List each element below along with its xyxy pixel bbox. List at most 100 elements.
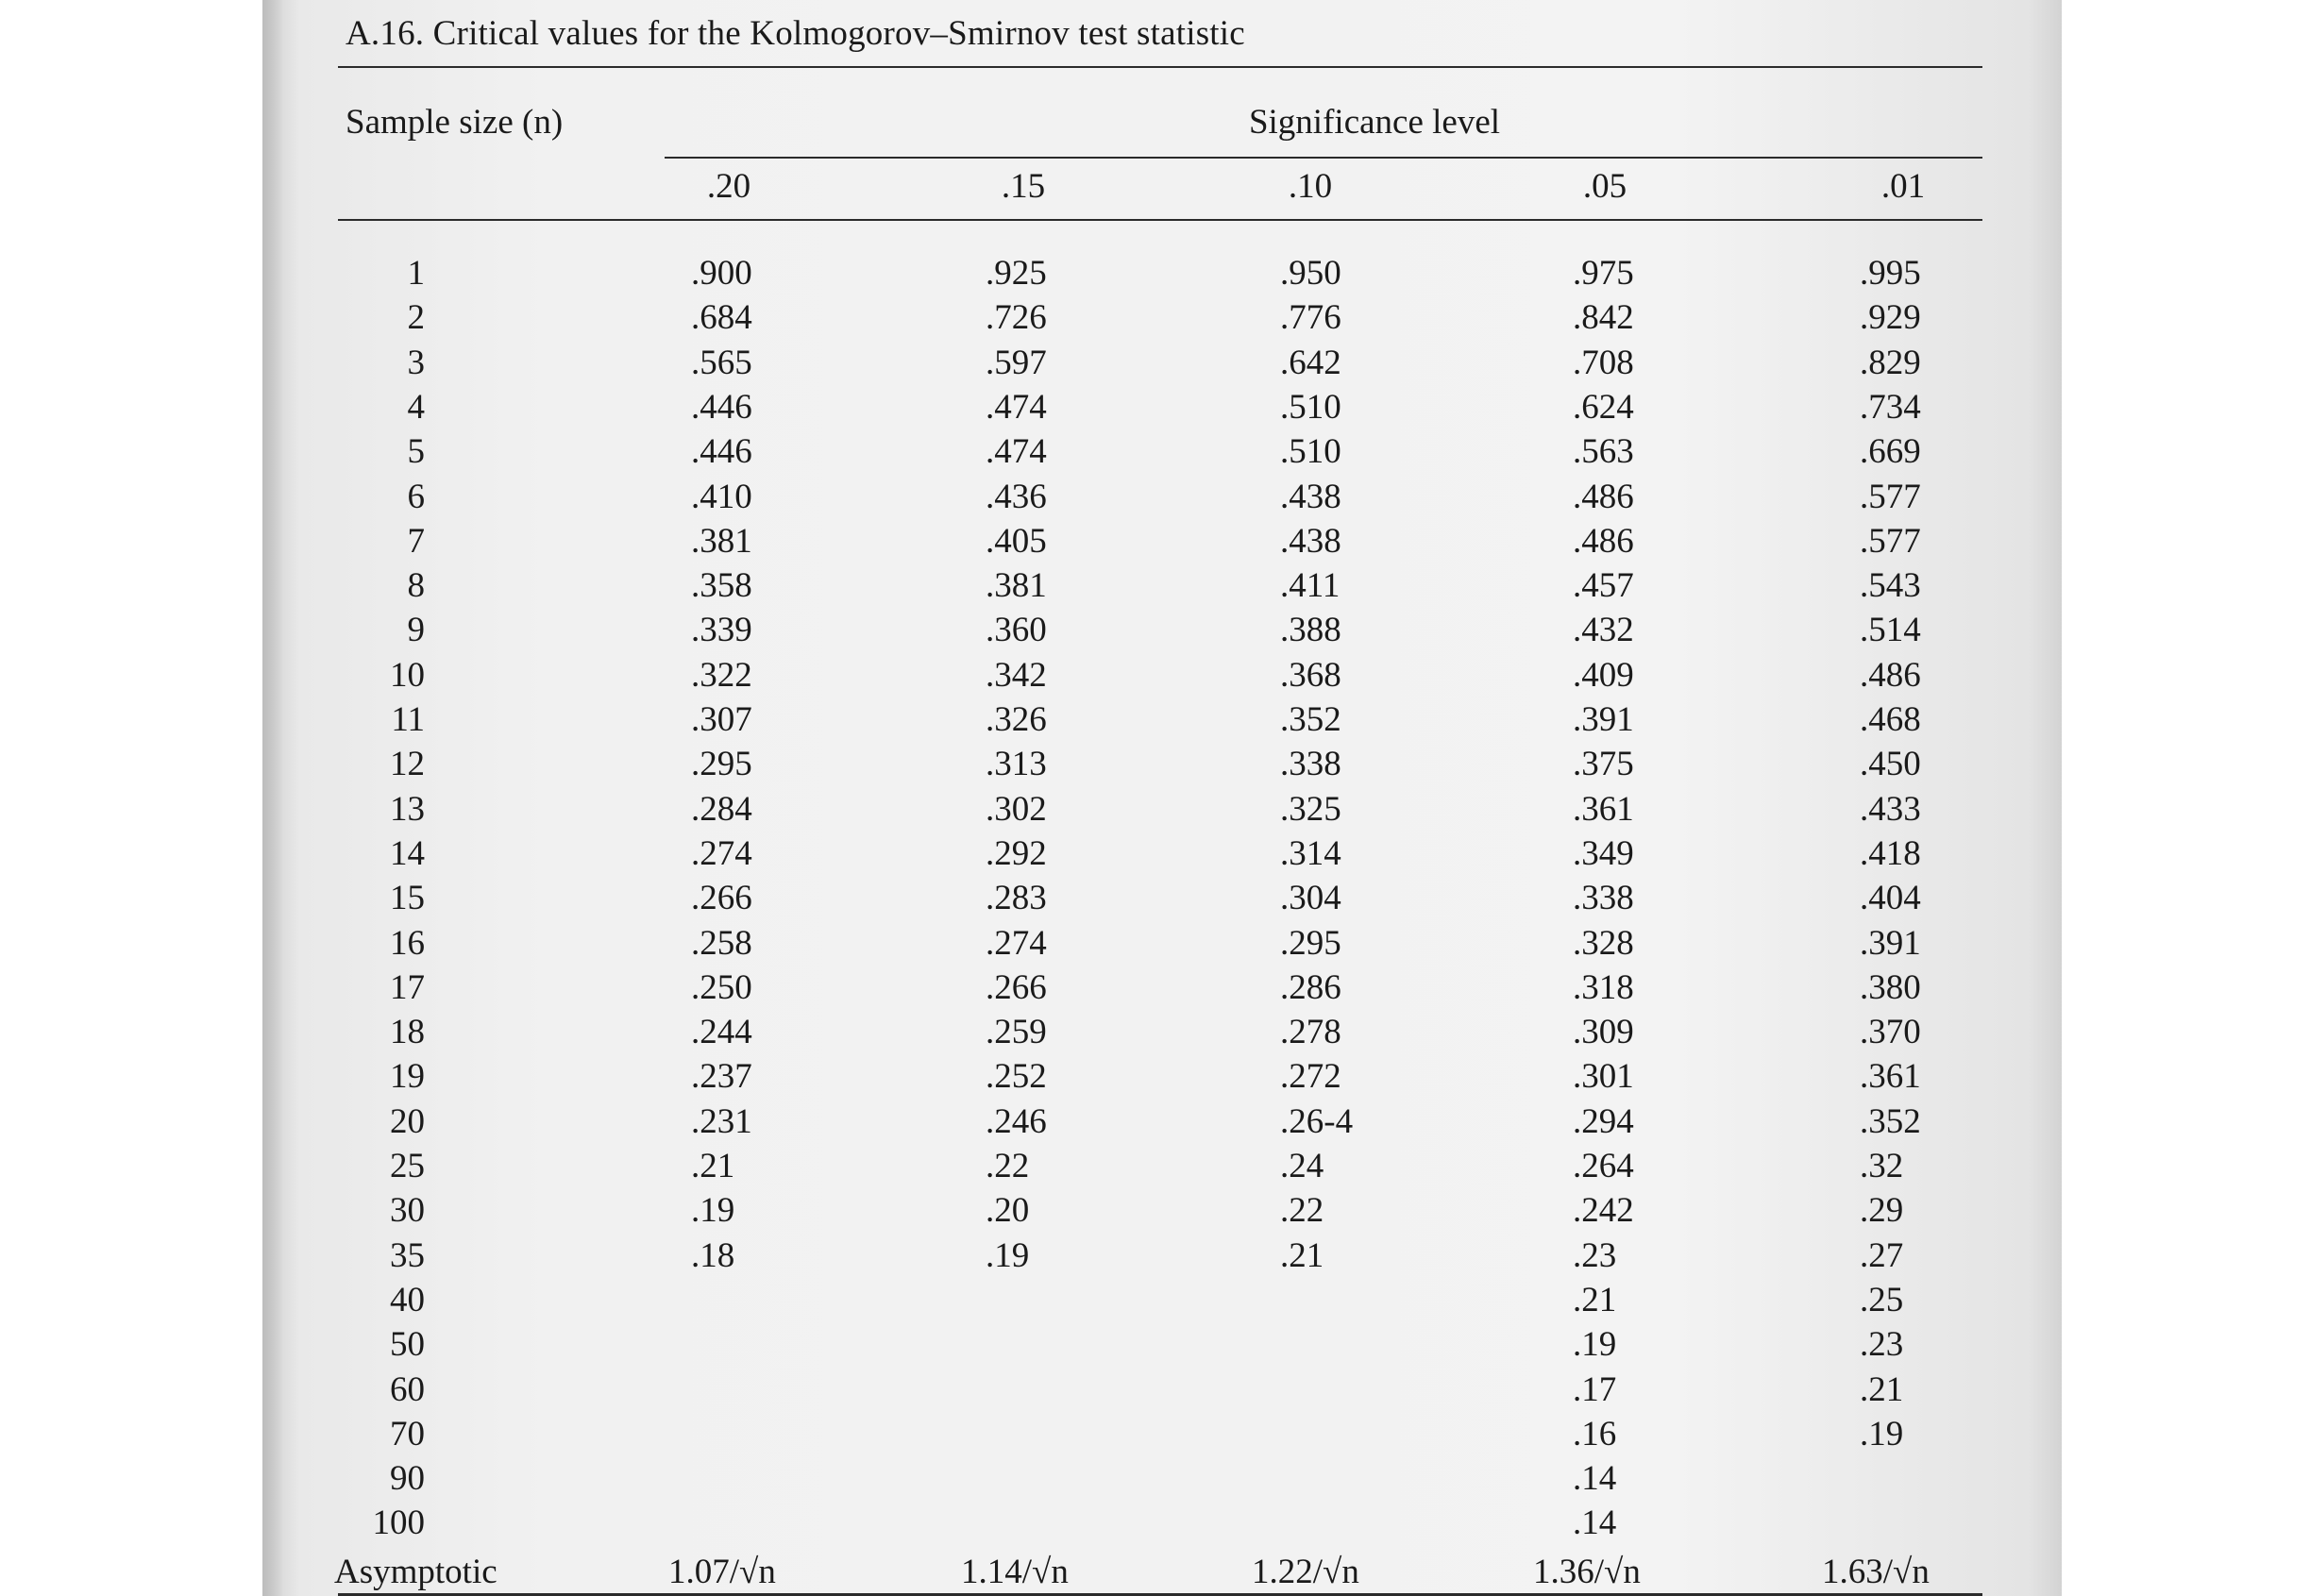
critical-value-cell: .19	[1573, 1325, 1617, 1365]
table-row: 1 .900 .925 .950 .975 .995	[338, 253, 1982, 297]
critical-value-cell: .338	[1573, 879, 1634, 918]
table-row: 11 .307 .326 .352 .391 .468	[338, 699, 1982, 744]
column-header-level: .01	[1880, 167, 1926, 206]
sample-size-cell: 30	[390, 1191, 425, 1231]
critical-value-cell: .391	[1860, 923, 1921, 963]
critical-value-cell: .352	[1280, 700, 1341, 739]
critical-value-cell: .19	[691, 1191, 735, 1231]
asymptotic-value-cell: 1.36/√n	[1533, 1552, 1641, 1591]
sample-size-cell: 13	[390, 789, 425, 829]
table-row: 14 .274 .292 .314 .349 .418	[338, 833, 1982, 878]
critical-value-cell: .669	[1860, 432, 1921, 472]
critical-value-cell: .326	[986, 700, 1047, 739]
critical-value-cell: .577	[1860, 521, 1921, 561]
critical-value-cell: .342	[986, 655, 1047, 695]
table-row: 18 .244 .259 .278 .309 .370	[338, 1012, 1982, 1056]
critical-value-cell: .446	[691, 432, 752, 472]
critical-value-cell: .302	[986, 789, 1047, 829]
critical-value-cell: .380	[1860, 967, 1921, 1007]
sample-size-header: Sample size (n)	[346, 103, 564, 142]
critical-value-cell: .432	[1573, 611, 1634, 650]
table-row: 100.14	[338, 1503, 1982, 1547]
critical-value-cell: .231	[691, 1101, 752, 1141]
table-row: 17 .250 .266 .286 .318 .380	[338, 967, 1982, 1012]
critical-value-cell: .950	[1280, 254, 1341, 293]
column-header-level: .20	[706, 167, 751, 206]
critical-value-cell: .370	[1860, 1013, 1921, 1052]
critical-value-cell: .286	[1280, 967, 1341, 1007]
critical-value-cell: .361	[1860, 1057, 1921, 1097]
critical-value-cell: .23	[1573, 1235, 1617, 1275]
critical-value-cell: .361	[1573, 789, 1634, 829]
critical-value-cell: .433	[1860, 789, 1921, 829]
critical-value-cell: .274	[691, 833, 752, 873]
critical-value-cell: .24	[1280, 1147, 1324, 1185]
table-page: A.16. Critical values for the Kolmogorov…	[334, 0, 1982, 1596]
page-edge-shadow	[262, 0, 283, 1596]
critical-value-cell: .734	[1860, 387, 1921, 427]
critical-value-cell: .391	[1573, 700, 1634, 739]
critical-value-cell: .294	[1573, 1101, 1634, 1141]
critical-value-cell: .995	[1860, 254, 1921, 293]
asymptotic-value-cell: 1.14/√n	[961, 1552, 1069, 1591]
critical-value-cell: .468	[1860, 700, 1921, 739]
sample-size-cell: 6	[407, 477, 426, 516]
critical-value-cell: .295	[691, 745, 752, 784]
asymptotic-label: Asymptotic	[334, 1552, 497, 1591]
sample-size-cell: 16	[390, 923, 425, 963]
table-title: A.16. Critical values for the Kolmogorov…	[346, 14, 1245, 53]
critical-value-cell: .27	[1860, 1235, 1904, 1275]
critical-value-cell: .274	[986, 923, 1047, 963]
sample-size-cell: 14	[390, 833, 425, 873]
table-row: 13 .284 .302 .325 .361 .433	[338, 789, 1982, 833]
significance-level-header: Significance level	[1248, 103, 1501, 142]
critical-value-cell: .304	[1280, 879, 1341, 918]
sample-size-cell: 8	[407, 566, 426, 606]
table-row: 9 .339 .360 .388 .432 .514	[338, 610, 1982, 654]
sample-size-cell: 70	[390, 1414, 425, 1453]
table-row: 7 .381 .405 .438 .486 .577	[338, 521, 1982, 565]
critical-value-cell: .405	[986, 521, 1047, 561]
table-row: 12 .295 .313 .338 .375 .450	[338, 744, 1982, 788]
critical-value-cell: .242	[1573, 1191, 1634, 1231]
critical-value-cell: .842	[1573, 298, 1634, 338]
sample-size-cell: 4	[407, 387, 426, 427]
sample-size-cell: 5	[407, 432, 426, 472]
critical-value-cell: .474	[986, 432, 1047, 472]
critical-value-cell: .375	[1573, 745, 1634, 784]
critical-value-cell: .438	[1280, 521, 1341, 561]
critical-value-cell: .510	[1280, 432, 1341, 472]
critical-value-cell: .446	[691, 387, 752, 427]
critical-value-cell: .543	[1860, 566, 1921, 606]
sample-size-cell: 11	[391, 700, 425, 739]
sample-size-cell: 18	[390, 1013, 425, 1052]
critical-value-cell: .20	[986, 1191, 1030, 1231]
critical-value-cell: .23	[1860, 1325, 1904, 1365]
critical-value-cell: .295	[1280, 923, 1341, 963]
sample-size-cell: 1	[407, 254, 426, 293]
critical-value-cell: .258	[691, 923, 752, 963]
sample-size-cell: 25	[390, 1147, 425, 1185]
critical-value-cell: .14	[1573, 1459, 1617, 1499]
sample-size-cell: 100	[372, 1504, 426, 1543]
critical-value-cell: .436	[986, 477, 1047, 516]
critical-value-cell: .381	[691, 521, 752, 561]
table-row: 60 .17 .21	[338, 1369, 1982, 1414]
critical-value-cell: .25	[1860, 1280, 1904, 1319]
critical-value-cell: .726	[986, 298, 1047, 338]
table-row: 20 .231 .246 .26-4 .294 .352	[338, 1101, 1982, 1146]
column-header-level: .15	[1001, 167, 1046, 206]
critical-value-cell: .250	[691, 967, 752, 1007]
sample-size-cell: 12	[390, 745, 425, 784]
critical-value-cell: .409	[1573, 655, 1634, 695]
table-row: 3 .565 .597 .642 .708 .829	[338, 343, 1982, 387]
scanned-page	[262, 0, 2062, 1596]
critical-value-cell: .368	[1280, 655, 1341, 695]
critical-value-cell: .624	[1573, 387, 1634, 427]
critical-value-cell: .360	[986, 611, 1047, 650]
critical-value-cell: .259	[986, 1013, 1047, 1052]
critical-value-cell: .411	[1280, 566, 1340, 606]
critical-value-cell: .266	[986, 967, 1047, 1007]
critical-value-cell: .301	[1573, 1057, 1634, 1097]
critical-value-cell: .22	[1280, 1191, 1324, 1231]
